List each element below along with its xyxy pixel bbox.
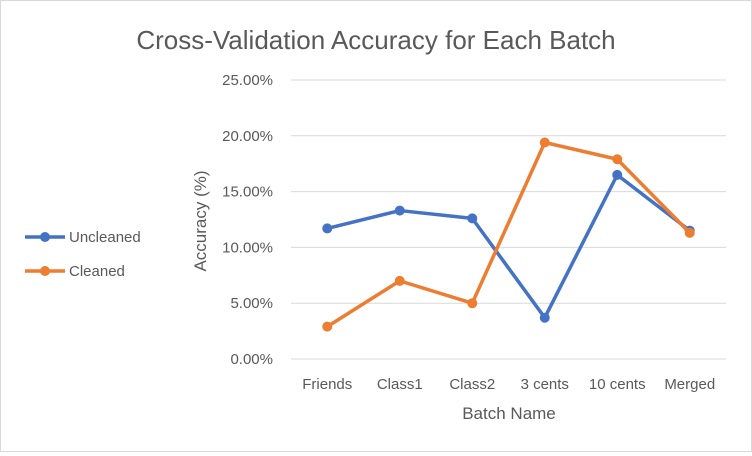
- data-point: [539, 137, 550, 148]
- legend-label: Uncleaned: [69, 229, 141, 246]
- data-point: [684, 227, 695, 238]
- legend-swatch-marker: [40, 232, 50, 242]
- y-tick-label: 20.00%: [222, 128, 273, 145]
- legend-label: Cleaned: [69, 263, 125, 280]
- y-tick-label: 25.00%: [222, 72, 273, 89]
- x-tick-label: 3 cents: [521, 376, 569, 393]
- x-tick-label: Class1: [377, 376, 423, 393]
- series-line-cleaned: [326, 140, 691, 329]
- legend-swatch-marker: [40, 266, 50, 276]
- data-point: [467, 213, 478, 224]
- y-tick-label: 10.00%: [222, 239, 273, 256]
- x-tick-label: Friends: [302, 376, 352, 393]
- x-tick-label: Merged: [664, 376, 715, 393]
- data-point: [467, 298, 478, 309]
- x-axis-title: Batch Name: [462, 404, 556, 423]
- data-point: [539, 312, 550, 323]
- x-tick-label: 10 cents: [589, 376, 646, 393]
- y-tick-label: 0.00%: [230, 351, 273, 368]
- data-point: [322, 223, 333, 234]
- chart-title: Cross-Validation Accuracy for Each Batch: [136, 25, 615, 55]
- y-axis-title: Accuracy (%): [191, 170, 210, 271]
- y-tick-label: 5.00%: [230, 295, 273, 312]
- series-lines: [322, 137, 695, 332]
- series-line-uncleaned: [326, 173, 691, 320]
- data-point: [394, 275, 405, 286]
- y-tick-label: 15.00%: [222, 184, 273, 201]
- x-axis-tick-labels: Friends Class1 Class2 3 cents 10 cents Merged: [302, 376, 715, 393]
- data-point: [394, 205, 405, 216]
- data-point: [612, 169, 623, 180]
- x-tick-label: Class2: [449, 376, 495, 393]
- legend: Uncleaned Cleaned: [25, 229, 141, 280]
- data-point: [322, 321, 333, 332]
- data-point: [612, 154, 623, 165]
- y-axis-tick-labels: 0.00% 5.00% 10.00% 15.00% 20.00% 25.00%: [222, 72, 273, 368]
